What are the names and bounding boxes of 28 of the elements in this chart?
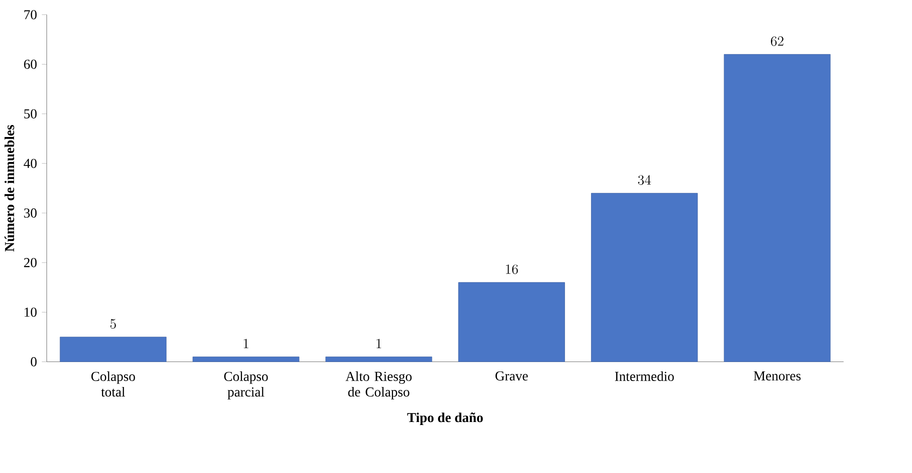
data-label: 62 [770,36,784,46]
x-axis-title: Tipo de daño [407,412,483,425]
data-label: 5 [110,318,116,329]
y-tick-label: 30 [24,208,37,218]
y-tick-label: 70 [24,10,37,20]
data-label: 34 [638,174,651,185]
bar [458,282,565,362]
y-tick-label: 20 [24,258,37,268]
y-axis-title: Número de inmuebles [4,124,14,252]
data-label: 1 [376,338,382,348]
bar [192,356,300,362]
x-tick-label: Colapso parcial [224,371,268,400]
bar [591,192,698,362]
data-label: 16 [506,264,518,274]
bar [724,54,831,362]
x-tick-label: Alto Riesgo de Colapso [346,371,412,400]
bar [325,356,432,362]
y-tick-label: 50 [24,109,37,118]
x-tick-label: Intermedio [614,371,674,381]
x-tick-label: Grave [496,371,528,380]
data-label: 1 [244,338,248,348]
y-tick-label: 10 [24,307,37,317]
x-tick-label: Menores [754,371,801,380]
bar [60,336,166,362]
y-tick-label: 60 [24,60,37,69]
y-tick-label: 40 [24,158,37,168]
y-tick-label: 0 [30,357,37,366]
x-tick-label: Colapso total [91,371,135,396]
